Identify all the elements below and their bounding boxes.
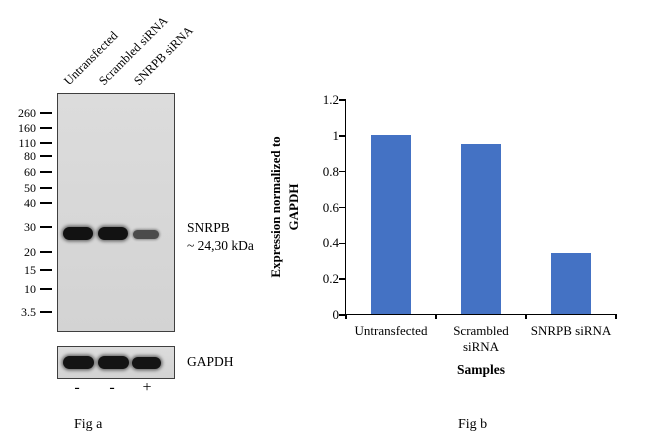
chart-bar [551,253,591,314]
target-band-annotation: SNRPB ~ 24,30 kDa [187,219,254,255]
y-tick [339,99,346,101]
western-blot-panel [57,93,175,332]
lane-sign: - [74,379,80,396]
category-label: SNRPB siRNA [530,323,612,338]
mw-marker: 20 [8,246,52,258]
y-tick-label: 0.8 [322,163,339,179]
y-tick-label: 0.6 [322,199,339,215]
mw-tick [40,142,52,144]
y-tick [339,314,346,316]
mw-tick [40,311,52,313]
loading-control-band [132,357,161,369]
mw-tick [40,127,52,129]
y-tick-label: 0 [332,307,340,322]
loading-control-label: GAPDH [187,354,234,369]
fig-a-caption: Fig a [74,417,103,432]
y-tick [339,206,346,209]
mw-value: 80 [24,149,36,163]
fig-b-caption: Fig b [458,417,488,432]
mw-tick [40,269,52,271]
lane-sign: + [142,379,152,396]
mw-tick [40,187,52,189]
mw-marker: 30 [8,221,52,233]
mw-marker: 80 [8,150,52,162]
protein-band [98,227,128,240]
mw-value: 10 [24,282,36,296]
y-tick-label: 1 [332,127,340,143]
category-label: Scrambled siRNA [453,323,509,355]
lane-sign: - [109,379,115,396]
mw-tick [40,251,52,253]
mw-value: 30 [24,220,36,234]
loading-control-band [98,356,129,369]
mw-value: 15 [24,263,36,277]
mw-tick [40,155,52,157]
y-tick-label: 0.4 [322,235,339,251]
mw-value: 20 [24,245,36,259]
mw-marker: 40 [8,197,52,209]
category-label: Untransfected [354,323,428,338]
mw-tick [40,112,52,114]
mw-value: 60 [24,165,36,179]
mw-marker: 260 [8,107,52,119]
chart-bar [371,134,411,314]
x-tick [435,314,437,319]
y-tick [339,278,346,280]
bar-chart: Samples 0 0.2 0.4 0.6 0.8 1 1.2 Untransfected Sc… [323,93,617,377]
mw-value: 160 [18,121,36,135]
mw-tick [40,171,52,173]
mw-marker: 110 [8,137,52,149]
x-tick [345,314,347,319]
mw-marker: 50 [8,182,52,194]
mw-tick [40,202,52,204]
y-tick [339,242,346,245]
mw-marker: 10 [8,283,52,295]
y-tick [339,135,346,137]
mw-value: 110 [18,136,36,150]
mw-tick [40,226,52,228]
mw-tick [40,288,52,290]
mw-value: 50 [24,181,36,195]
chart-bar [461,143,501,314]
x-tick [525,314,527,319]
y-tick-label: 0.2 [322,271,339,287]
mw-value: 260 [18,106,36,120]
loading-control-band [63,356,94,369]
mw-marker: 15 [8,264,52,276]
mw-value: 3.5 [21,305,36,319]
mw-marker: 60 [8,166,52,178]
y-tick-label: 1.2 [322,92,339,107]
x-tick [615,314,617,319]
mw-marker: 160 [8,122,52,134]
target-protein-name: SNRPB [187,220,230,235]
x-axis-label: Samples [456,362,505,377]
mw-marker: 3.5 [8,306,52,318]
y-tick [339,170,346,173]
mw-value: 40 [24,196,36,210]
protein-band [133,230,159,239]
loading-control-panel [57,346,175,379]
target-molecular-weight: ~ 24,30 kDa [187,238,254,254]
protein-band [63,227,93,240]
